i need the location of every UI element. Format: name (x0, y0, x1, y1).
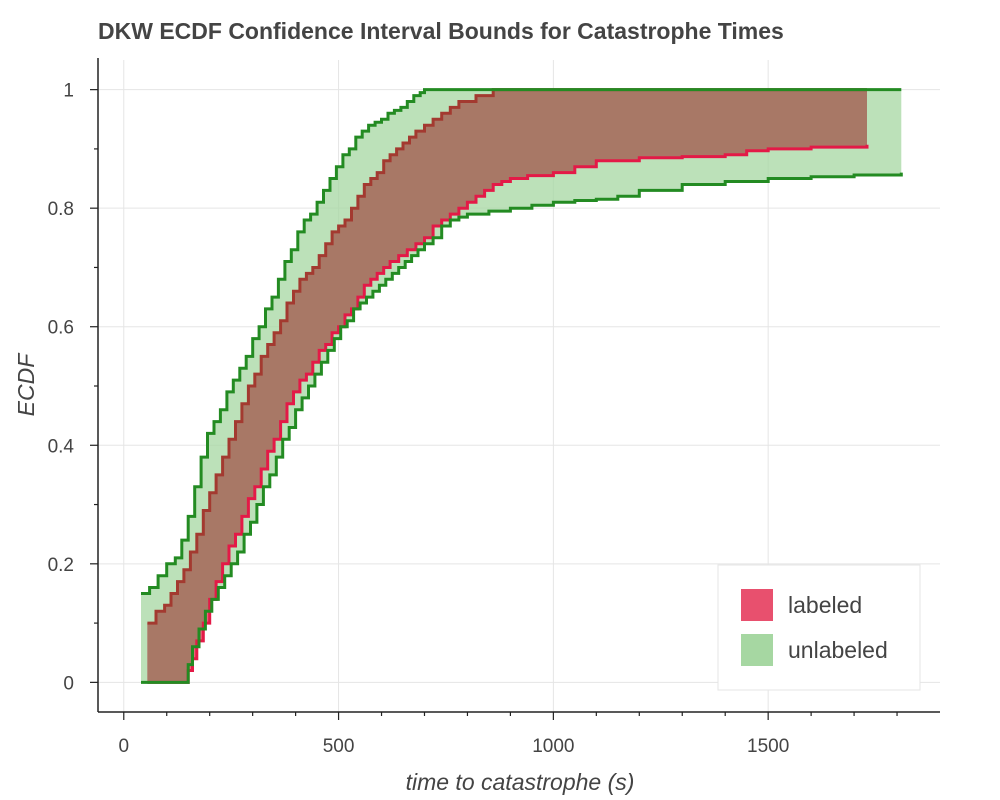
y-axis-label: ECDF (13, 352, 39, 417)
line-unlabeled-lower (141, 172, 903, 684)
line-labeled-lower (147, 144, 869, 684)
line-unlabeled-upper (141, 88, 902, 595)
y-tick-label: 0.2 (48, 555, 74, 576)
chart-title: DKW ECDF Confidence Interval Bounds for … (98, 18, 784, 44)
legend-swatch-labeled (741, 589, 773, 621)
legend-swatch-unlabeled (741, 634, 773, 666)
x-tick-label: 1000 (532, 736, 574, 757)
y-tick-label: 0.6 (48, 318, 74, 339)
x-tick-label: 0 (118, 736, 129, 757)
x-tick-label: 1500 (747, 736, 789, 757)
x-tick-label: 500 (323, 736, 355, 757)
legend-label-unlabeled: unlabeled (788, 637, 888, 663)
y-tick-label: 0.8 (48, 199, 74, 220)
legend-label-labeled: labeled (788, 592, 862, 618)
x-axis-label: time to catastrophe (s) (406, 769, 635, 795)
legend: labeled unlabeled (717, 564, 921, 691)
bound-lines (141, 88, 903, 684)
line-labeled-upper (147, 88, 867, 625)
legend-box (717, 564, 921, 691)
y-tick-label: 0 (63, 673, 74, 694)
y-tick-label: 1 (63, 81, 74, 102)
y-tick-label: 0.4 (48, 436, 75, 457)
axes: 0 500 1000 1500 0 0.2 0.4 0.6 0.8 1 (48, 58, 940, 757)
